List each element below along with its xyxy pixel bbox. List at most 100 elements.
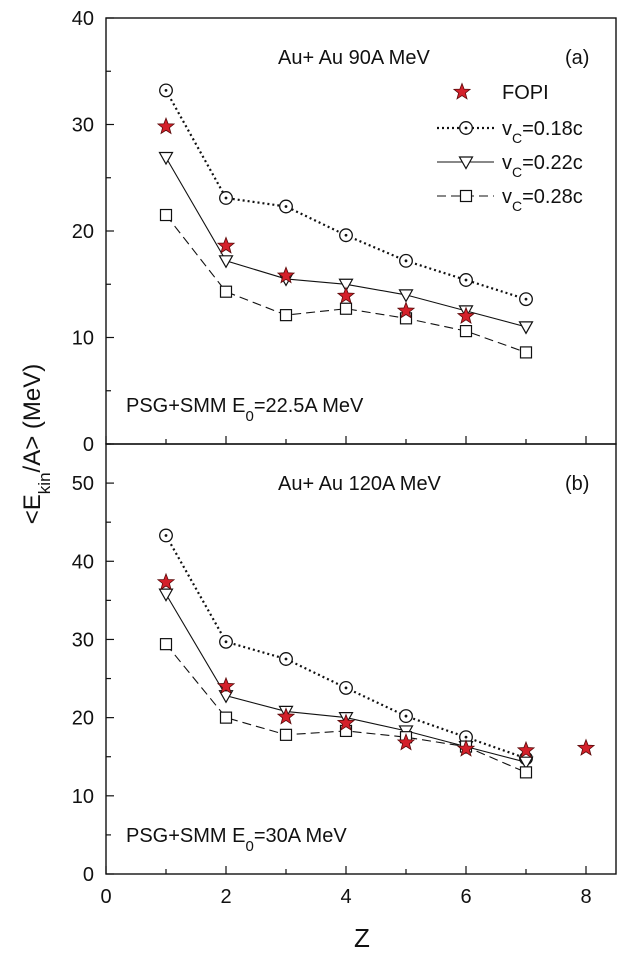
data-point xyxy=(216,236,236,254)
star-marker xyxy=(456,739,476,757)
data-point xyxy=(218,255,234,269)
star-marker xyxy=(452,82,472,100)
data-point xyxy=(396,733,416,751)
data-point xyxy=(336,713,356,731)
data-point xyxy=(336,286,356,304)
y-tick-label: 40 xyxy=(72,551,94,573)
triangle-marker xyxy=(518,756,534,770)
y-tick-label: 20 xyxy=(72,708,94,730)
y-tick-label: 0 xyxy=(83,434,94,456)
data-point xyxy=(519,346,533,359)
square-marker xyxy=(339,302,353,315)
panel-title: Au+ Au 120A MeV xyxy=(278,473,442,495)
circle-center-dot xyxy=(464,735,468,739)
data-point xyxy=(158,151,174,166)
data-point xyxy=(339,228,353,243)
square-marker xyxy=(219,711,233,724)
data-point xyxy=(338,278,354,292)
chart-panel-b: 0 10 20 30 40 50 Au+ Au 120A MeV (b) PSG+SMM E0=… xyxy=(72,443,617,886)
data-point xyxy=(339,302,353,315)
y-tick-label: 30 xyxy=(72,115,94,137)
x-tick-label: 6 xyxy=(460,886,471,908)
star-marker xyxy=(456,306,476,324)
circle-center-dot xyxy=(284,205,288,208)
data-point xyxy=(159,83,173,98)
y-tick-label: 20 xyxy=(72,221,94,243)
y-tick-label: 40 xyxy=(72,8,94,30)
data-point xyxy=(279,199,293,214)
data-point xyxy=(339,680,353,695)
data-point xyxy=(219,191,233,205)
data-point xyxy=(459,325,473,338)
square-marker xyxy=(159,208,173,222)
data-point xyxy=(218,690,234,704)
y-tick-label: 10 xyxy=(72,328,94,350)
data-point xyxy=(456,739,476,757)
data-point xyxy=(459,121,473,135)
x-tick-label: 4 xyxy=(340,886,351,908)
star-marker xyxy=(396,301,416,319)
star-marker xyxy=(516,740,536,759)
triangle-marker xyxy=(218,690,234,704)
triangle-marker xyxy=(158,588,174,602)
data-point xyxy=(576,738,596,756)
circle-center-dot xyxy=(344,686,348,690)
data-point xyxy=(518,321,534,335)
circle-center-dot xyxy=(224,640,228,644)
circle-center-dot xyxy=(344,233,348,237)
square-marker xyxy=(459,325,473,338)
data-point xyxy=(399,709,413,724)
square-marker xyxy=(219,285,233,298)
legend: FOPI vC=0.18c vC=0.22c vC=0.28c xyxy=(437,82,583,214)
star-marker xyxy=(156,572,176,591)
star-marker xyxy=(276,707,296,725)
circle-center-dot xyxy=(404,259,408,263)
y-tick-label: 30 xyxy=(72,629,94,651)
data-point xyxy=(158,588,174,602)
chart-panel-a: 0 10 20 30 40 Au+ Au 90A MeV (a) PSG+SMM E0=22.… xyxy=(72,8,617,456)
data-point xyxy=(459,189,473,203)
triangle-marker xyxy=(158,151,174,166)
square-marker xyxy=(279,309,293,322)
star-marker xyxy=(336,286,356,304)
y-tick-label: 10 xyxy=(72,786,94,808)
legend-label: vC=0.18c xyxy=(502,118,583,146)
triangle-marker xyxy=(398,289,414,303)
circle-center-dot xyxy=(464,126,468,130)
triangle-marker xyxy=(458,156,474,170)
square-marker xyxy=(459,189,473,203)
star-marker xyxy=(216,676,236,695)
x-tick-label: 0 xyxy=(100,886,111,908)
data-point xyxy=(156,117,176,135)
data-point xyxy=(219,711,233,724)
star-marker xyxy=(156,117,176,135)
data-point xyxy=(216,676,236,695)
data-point xyxy=(398,289,414,303)
data-point xyxy=(156,572,176,591)
circle-center-dot xyxy=(224,196,228,200)
circle-center-dot xyxy=(404,714,408,718)
series-line xyxy=(165,643,527,773)
circle-center-dot xyxy=(524,297,528,301)
x-axis-label: Z xyxy=(354,923,370,953)
y-axis-label: <Ekin/A> (MeV) xyxy=(19,364,54,524)
legend-label: vC=0.22c xyxy=(502,152,583,180)
legend-label: vC=0.28c xyxy=(502,186,583,214)
square-marker xyxy=(279,728,293,741)
data-point xyxy=(159,638,173,651)
data-point xyxy=(159,208,173,222)
model-annotation: PSG+SMM E0=22.5A MeV xyxy=(126,395,364,425)
data-point xyxy=(518,756,534,770)
data-point xyxy=(219,634,233,649)
x-tick-label: 8 xyxy=(580,886,591,908)
data-point xyxy=(279,309,293,322)
data-point xyxy=(458,156,474,170)
legend-label: FOPI xyxy=(502,82,549,104)
triangle-marker xyxy=(338,278,354,292)
circle-center-dot xyxy=(284,657,288,661)
data-point xyxy=(276,707,296,725)
triangle-marker xyxy=(218,255,234,269)
square-marker xyxy=(519,766,533,779)
star-marker xyxy=(336,713,356,731)
